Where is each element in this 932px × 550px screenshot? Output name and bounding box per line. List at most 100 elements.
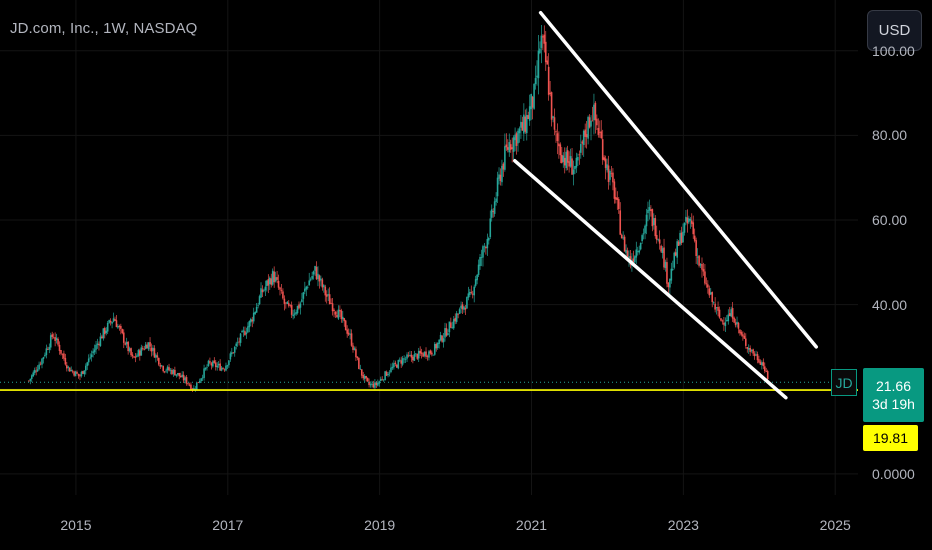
candle-body xyxy=(121,329,124,334)
candle-body xyxy=(607,165,610,182)
candle-body xyxy=(717,306,719,311)
candle-body xyxy=(260,288,262,298)
candle-body xyxy=(534,78,537,85)
candle-body xyxy=(136,355,138,358)
candle-body xyxy=(480,257,483,258)
candle-body xyxy=(539,48,541,53)
candle-body xyxy=(67,366,70,368)
candle-body xyxy=(531,96,534,108)
candle-body xyxy=(331,303,334,312)
candle-body xyxy=(736,321,738,324)
candle-body xyxy=(749,347,751,352)
candle-body xyxy=(304,288,306,292)
candle-body xyxy=(473,286,476,296)
candle-body xyxy=(106,323,109,332)
candle-body xyxy=(295,312,297,315)
candle-body xyxy=(552,116,554,118)
candle-body xyxy=(171,369,173,375)
candle-body xyxy=(147,342,150,350)
candle-body xyxy=(285,302,287,304)
candle-body xyxy=(241,331,243,333)
time-tick: 2015 xyxy=(60,517,92,533)
candle-body xyxy=(432,354,435,356)
candle-body xyxy=(615,197,617,200)
candle-body xyxy=(641,235,643,242)
candle-body xyxy=(340,310,343,320)
candle-body xyxy=(726,320,728,322)
candle-body xyxy=(349,333,351,335)
candle-body xyxy=(673,252,676,268)
candle-body xyxy=(506,147,509,150)
candle-body xyxy=(247,326,249,333)
candle-body xyxy=(38,364,40,370)
candle-body xyxy=(231,352,233,355)
candle-body xyxy=(280,289,283,291)
candle-body xyxy=(698,255,700,266)
price-tick: 80.00 xyxy=(872,127,908,144)
candle-body xyxy=(689,218,692,221)
candle-body xyxy=(661,248,664,253)
candle-body xyxy=(415,353,417,355)
candle-body xyxy=(690,220,693,224)
candle-body xyxy=(549,92,551,95)
candle-body xyxy=(644,225,646,234)
candle-body xyxy=(533,83,535,109)
candle-body xyxy=(568,161,570,167)
candle-body xyxy=(448,321,451,333)
candle-body xyxy=(559,144,562,156)
candle-body xyxy=(721,320,724,322)
candle-body xyxy=(590,120,592,127)
candle-body xyxy=(412,356,414,361)
candle-body xyxy=(677,241,680,246)
candle-body xyxy=(746,347,749,349)
candle-body xyxy=(309,279,312,281)
candle-body xyxy=(718,309,721,318)
candle-body xyxy=(495,198,497,202)
symbol-badge[interactable]: JD xyxy=(831,369,857,396)
candle-body xyxy=(153,348,156,358)
candle-body xyxy=(358,357,360,369)
candle-body xyxy=(626,250,629,257)
candle-body xyxy=(79,375,81,377)
candle-body xyxy=(639,243,642,250)
candle-body xyxy=(521,122,524,131)
candle-body xyxy=(651,209,654,227)
candle-body xyxy=(642,233,645,235)
candle-body xyxy=(175,374,178,376)
candle-body xyxy=(574,166,576,170)
candle-body xyxy=(350,333,353,346)
candle-body xyxy=(306,286,309,288)
candle-body xyxy=(517,130,519,144)
upper-trendline[interactable] xyxy=(538,10,818,349)
candle-body xyxy=(544,41,547,63)
candle-body xyxy=(238,341,240,343)
candle-body xyxy=(442,338,445,343)
candle-body xyxy=(200,378,202,381)
currency-button[interactable]: USD xyxy=(867,10,922,51)
candle-body xyxy=(428,351,430,358)
candle-body xyxy=(470,291,473,293)
candle-body xyxy=(89,357,91,359)
candle-body xyxy=(44,354,46,357)
candle-body xyxy=(61,353,64,355)
candle-body xyxy=(324,286,327,296)
candle-body xyxy=(242,330,245,332)
candle-body xyxy=(341,316,344,320)
candle-body xyxy=(261,289,264,293)
candle-body xyxy=(660,245,662,252)
candle-body xyxy=(388,372,391,374)
candle-body xyxy=(502,163,505,170)
lower-trendline[interactable] xyxy=(513,159,788,400)
candle-body xyxy=(575,157,578,168)
candle-body xyxy=(115,320,118,328)
candle-body xyxy=(378,381,381,384)
candle-body xyxy=(201,377,204,379)
candle-body xyxy=(419,350,421,354)
price-tick: 60.00 xyxy=(872,212,908,228)
candle-body xyxy=(214,362,217,367)
candle-body xyxy=(39,363,42,365)
candle-body xyxy=(585,134,588,138)
candle-body xyxy=(756,354,759,361)
candle-body xyxy=(287,303,290,306)
